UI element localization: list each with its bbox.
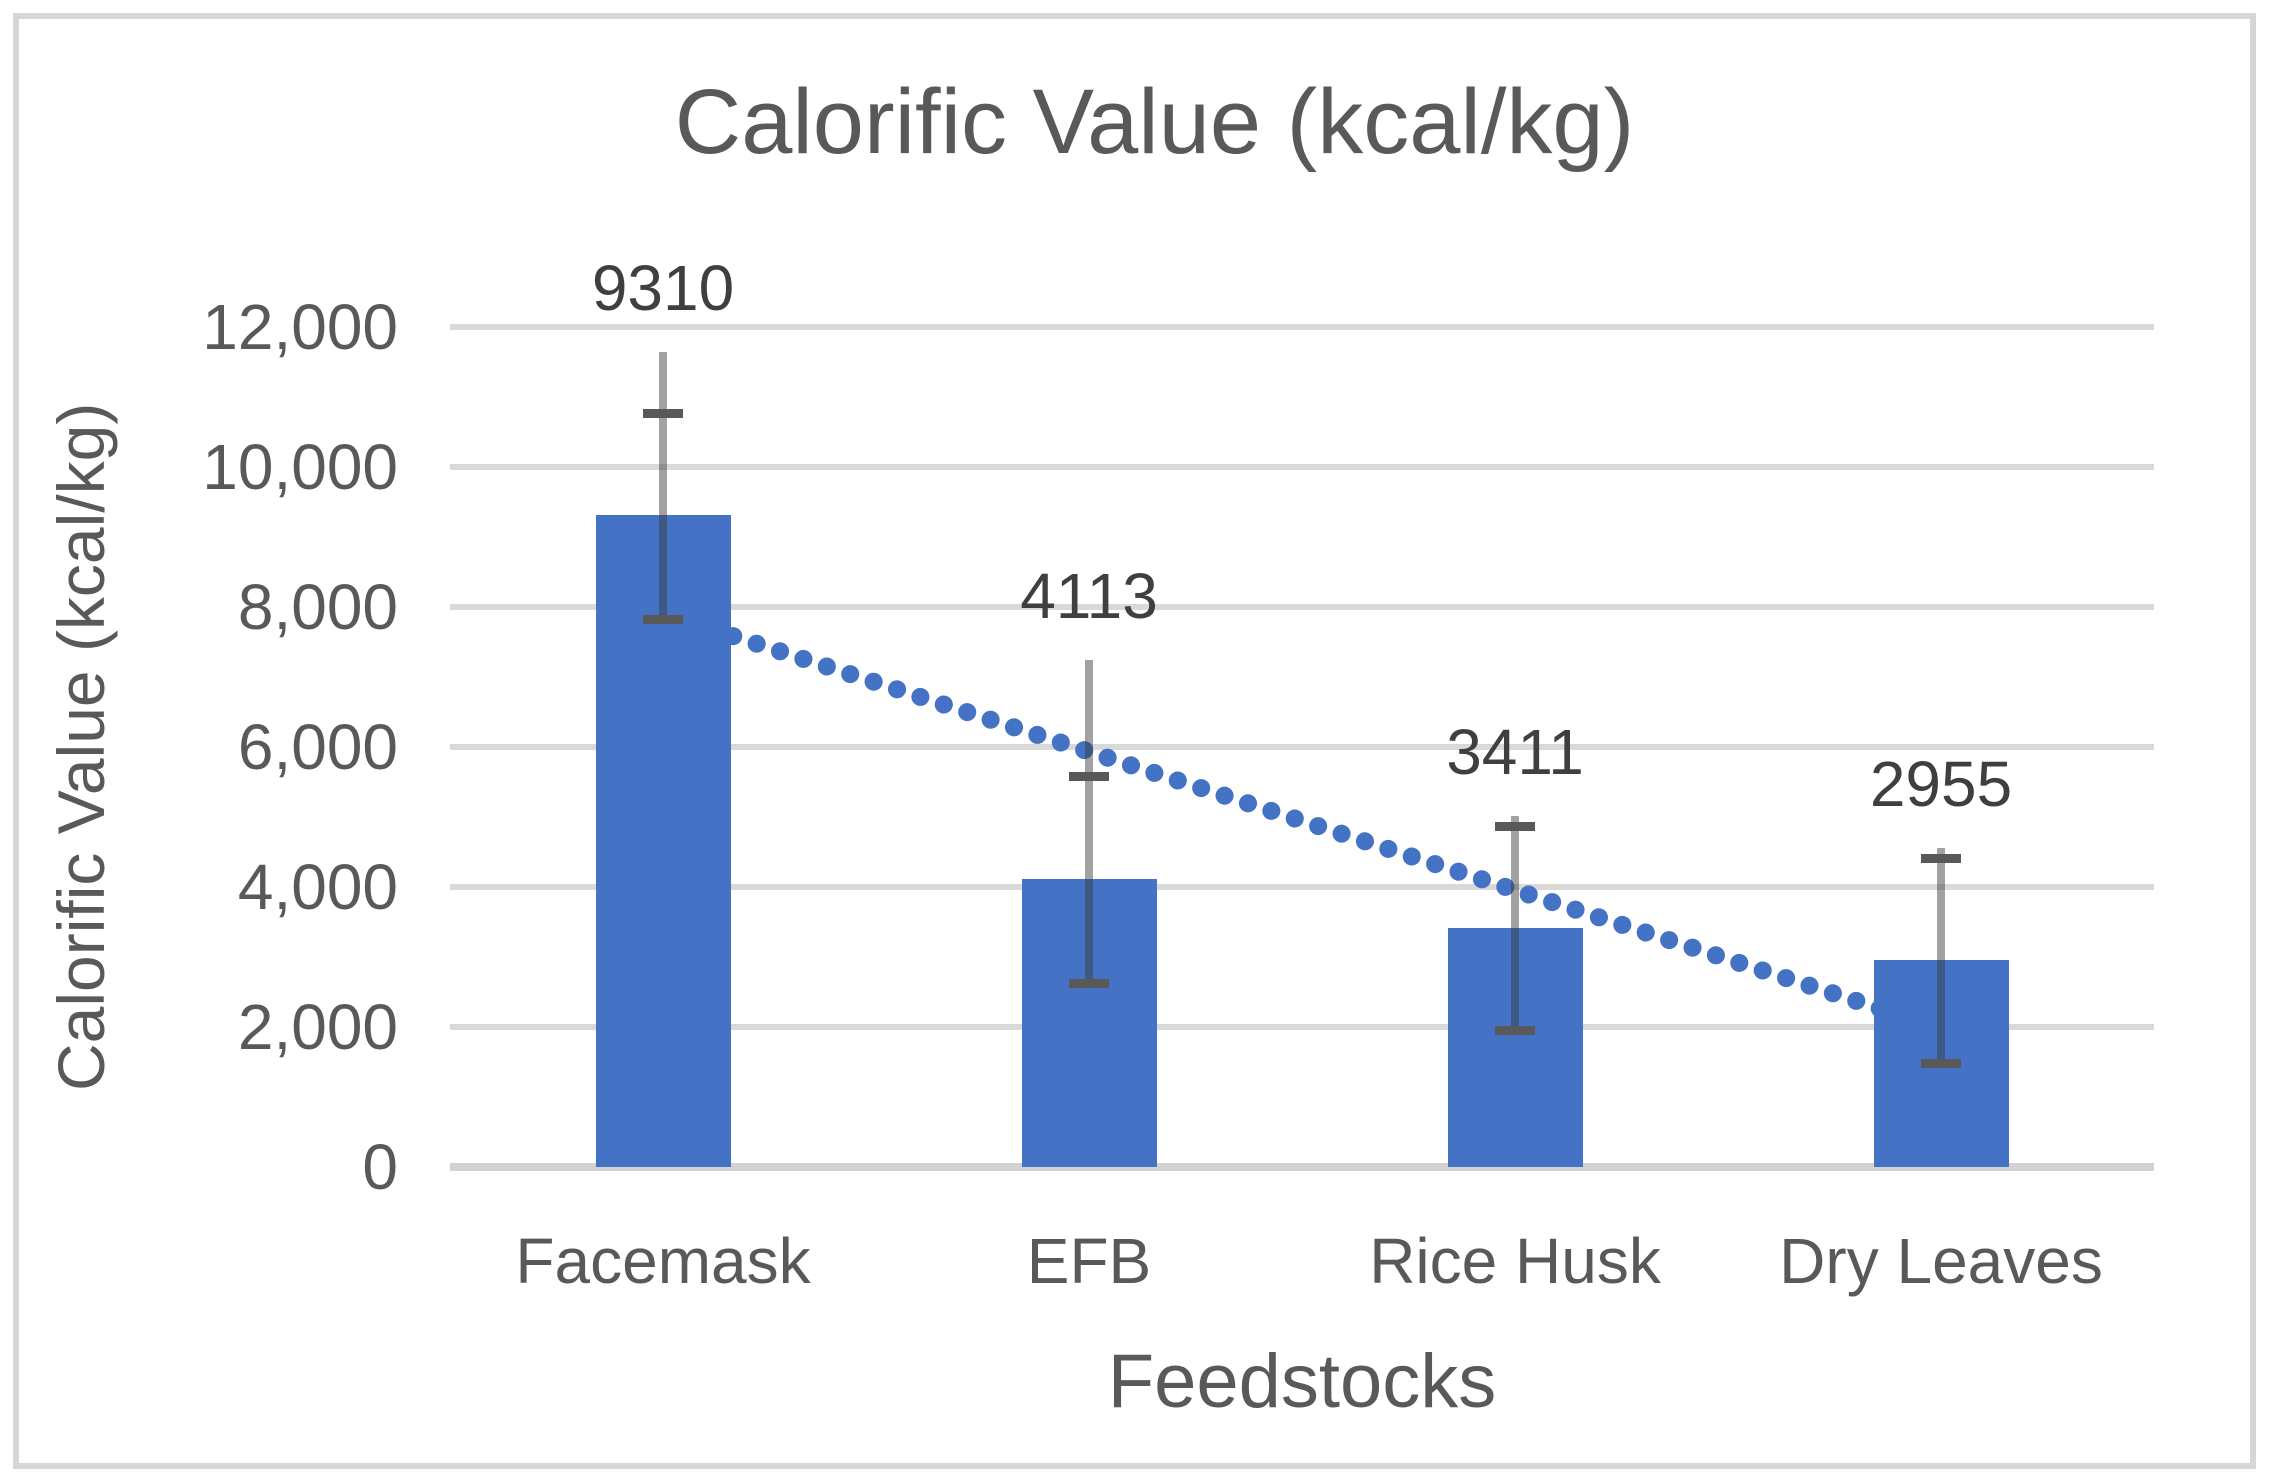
bar <box>1021 879 1157 1167</box>
gridline <box>450 1024 2154 1030</box>
gridline <box>450 884 2154 890</box>
gridline <box>450 324 2154 330</box>
bar <box>595 515 731 1167</box>
gridline <box>450 744 2154 750</box>
error-cap-bottom <box>1921 1059 1961 1069</box>
y-tick-label: 4,000 <box>237 851 398 923</box>
bar-value-label: 9310 <box>591 252 735 325</box>
y-tick-label: 0 <box>362 1131 398 1203</box>
error-cap-bottom <box>1495 1026 1535 1036</box>
error-whisker <box>1511 816 1519 1031</box>
error-whisker <box>659 352 667 619</box>
y-tick-label: 6,000 <box>237 711 398 783</box>
x-axis-line <box>450 1163 2154 1171</box>
chart-title: Calorific Value (kcal/kg) <box>674 71 1635 173</box>
category-label: Rice Husk <box>1369 1225 1661 1297</box>
error-cap-top <box>1921 853 1961 863</box>
error-whisker <box>1085 660 1093 983</box>
y-tick-label: 2,000 <box>237 991 398 1063</box>
error-cap-top <box>1069 771 1109 781</box>
error-cap-bottom <box>643 614 683 624</box>
error-whisker <box>1937 847 1945 1064</box>
error-cap-top <box>643 409 683 419</box>
error-cap-bottom <box>1069 978 1109 988</box>
error-cap-top <box>1495 822 1535 832</box>
bar-value-label: 4113 <box>1020 560 1158 633</box>
y-tick-label: 8,000 <box>237 571 398 643</box>
y-tick-label: 10,000 <box>202 431 398 503</box>
category-label: EFB <box>1026 1225 1152 1297</box>
bar-value-label: 2955 <box>1869 747 2013 820</box>
gridline <box>450 604 2154 610</box>
y-tick-label: 12,000 <box>202 291 398 363</box>
gridline <box>450 464 2154 470</box>
category-label: Dry Leaves <box>1779 1225 2103 1297</box>
category-label: Facemask <box>515 1225 811 1297</box>
bar <box>1447 928 1583 1167</box>
x-axis-title: Feedstocks <box>1107 1339 1497 1424</box>
bar-value-label: 3411 <box>1446 716 1584 789</box>
